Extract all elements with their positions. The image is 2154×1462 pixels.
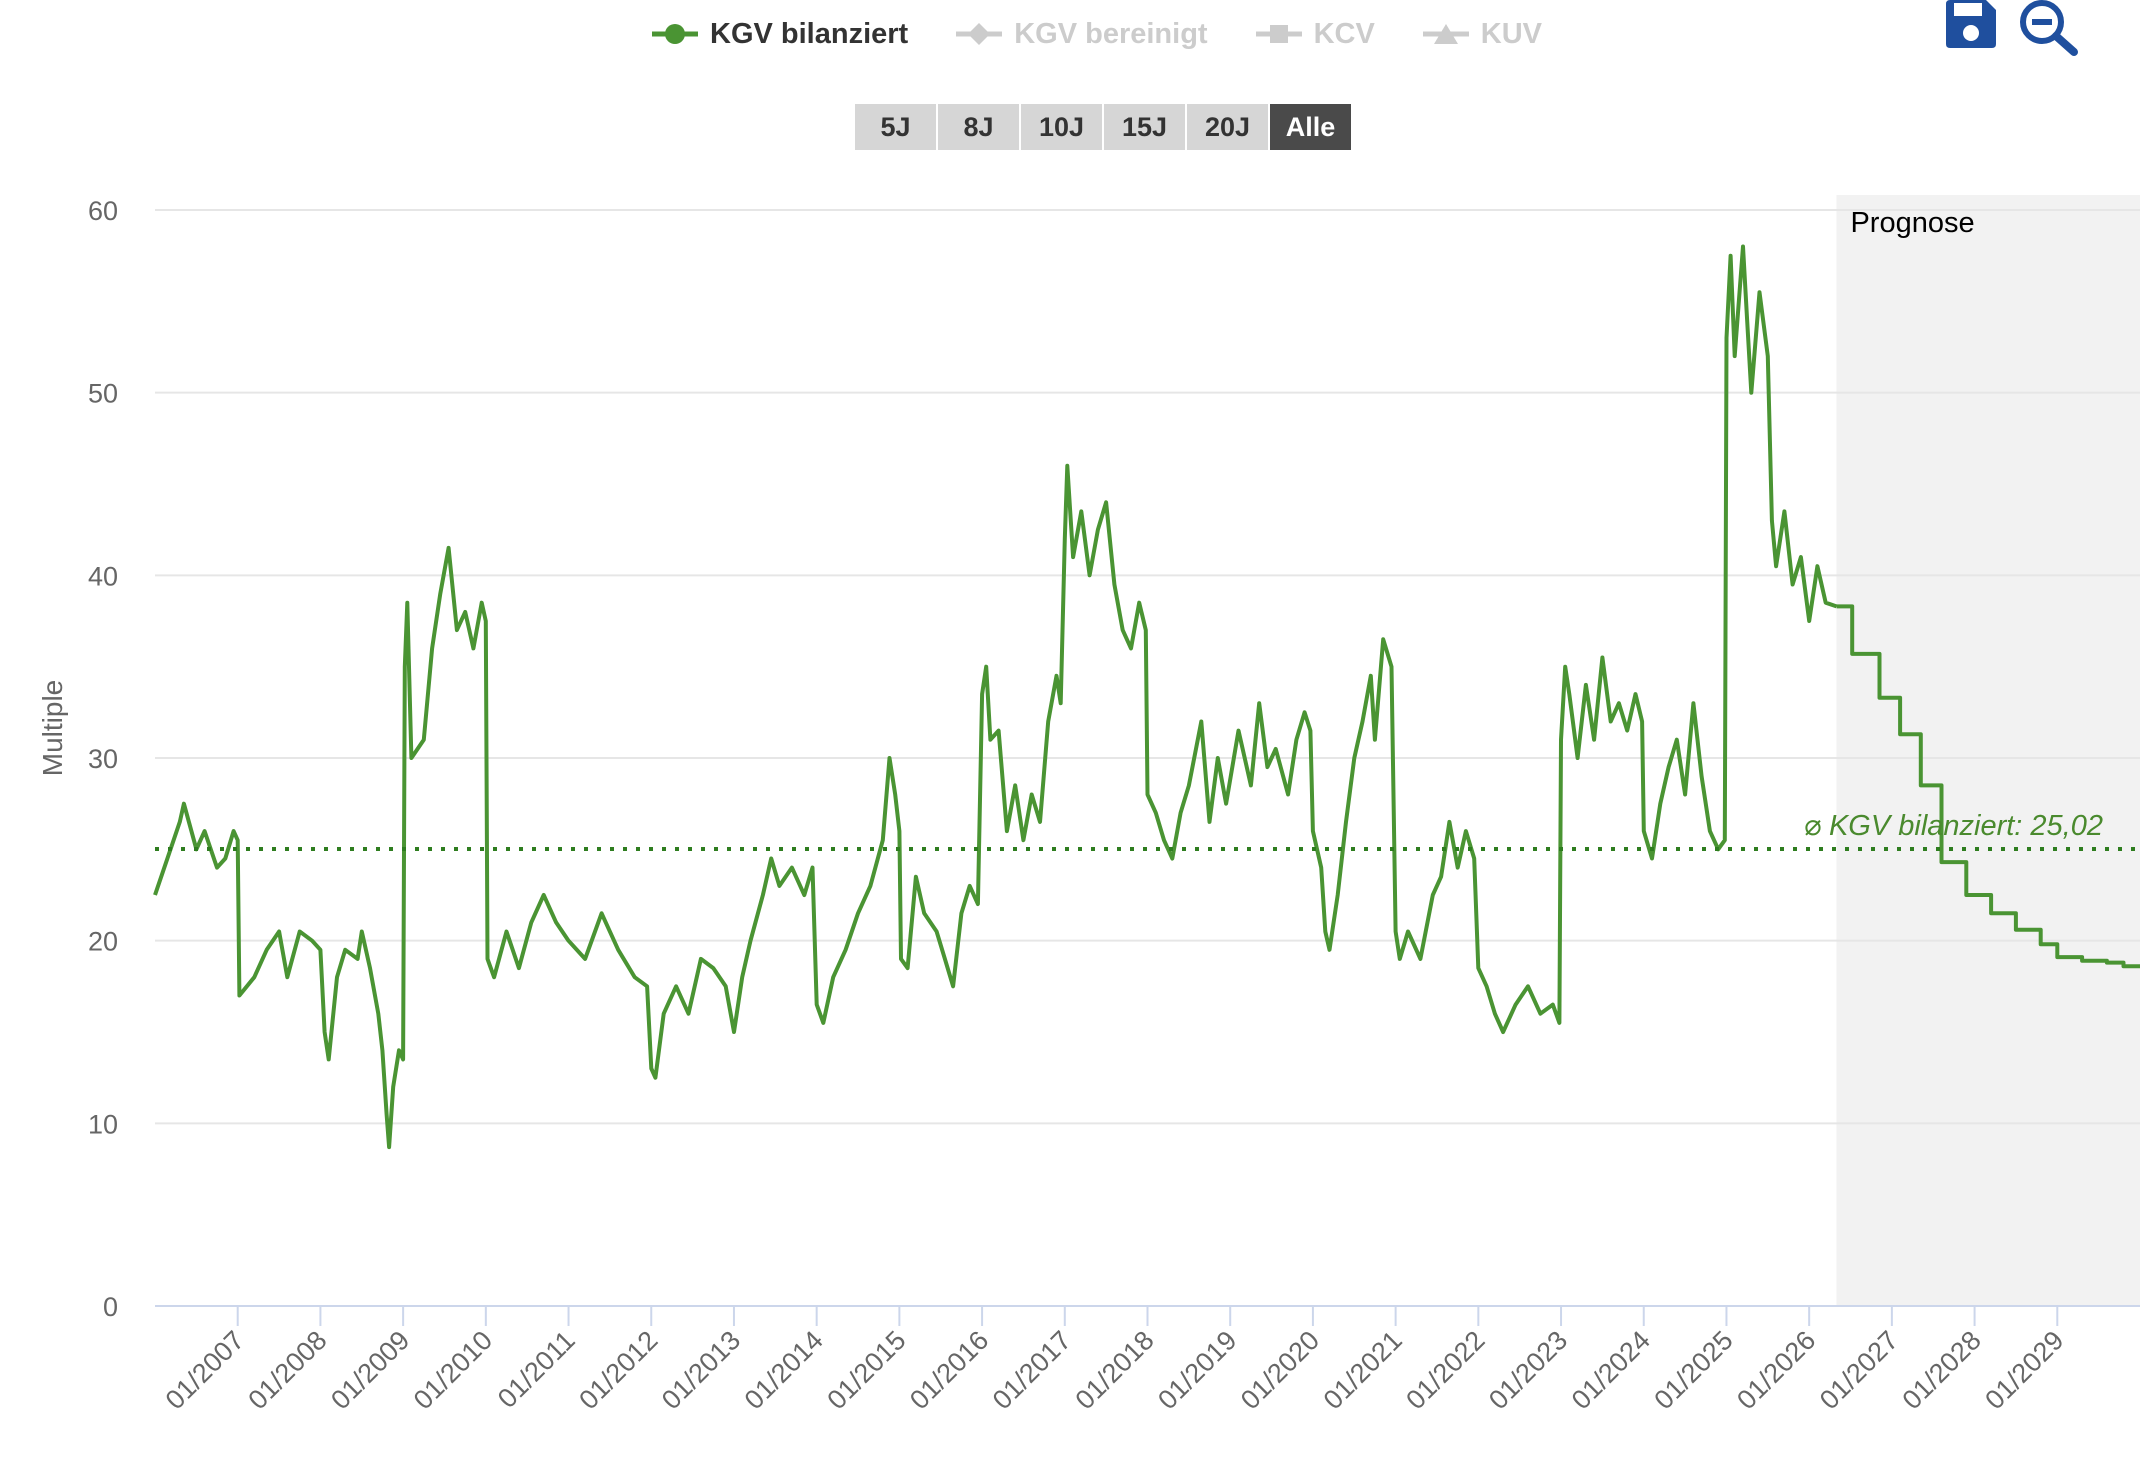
- x-tick-label: 01/2013: [656, 1325, 746, 1415]
- x-tick-label: 01/2017: [987, 1325, 1077, 1415]
- range-button-15j[interactable]: 15J: [1104, 104, 1185, 150]
- legend: KGV bilanziert KGV bereinigt KCV KUV: [650, 14, 1542, 54]
- x-tick-label: 01/2024: [1566, 1325, 1656, 1415]
- x-tick-label: 01/2020: [1235, 1325, 1325, 1415]
- y-axis-ticks: 0 10 20 30 40 50 60: [88, 196, 118, 1322]
- y-tick-label: 10: [88, 1109, 118, 1139]
- x-tick-label: 01/2012: [573, 1325, 663, 1415]
- x-tick-label: 01/2025: [1648, 1325, 1738, 1415]
- x-tick-label: 01/2022: [1400, 1325, 1490, 1415]
- x-axis-ticks: 01/200701/200801/200901/201001/201101/20…: [160, 1306, 2070, 1415]
- x-tick-label: 01/2018: [1070, 1325, 1160, 1415]
- x-tick-label: 01/2015: [821, 1325, 911, 1415]
- series-line-kgv-bilanziert: [153, 244, 1838, 1150]
- series-layer: [153, 244, 2140, 1150]
- x-tick-label: 01/2011: [492, 1325, 581, 1414]
- x-tick-label: 01/2014: [739, 1325, 829, 1415]
- range-button-10j[interactable]: 10J: [1021, 104, 1102, 150]
- x-tick-label: 01/2008: [242, 1325, 332, 1415]
- x-tick-label: 01/2019: [1152, 1325, 1242, 1415]
- diamond-line-icon: [956, 23, 1003, 45]
- legend-label: KCV: [1313, 17, 1375, 50]
- legend-item-kcv[interactable]: KCV: [1254, 18, 1375, 51]
- y-tick-label: 40: [88, 561, 118, 591]
- forecast-label: Prognose: [1850, 207, 1974, 239]
- range-selector: 5J 8J 10J 15J 20J Alle: [855, 104, 1351, 150]
- triangle-line-icon: [1422, 24, 1469, 44]
- series-line-prognose: [1836, 604, 2140, 969]
- x-tick-label: 01/2023: [1483, 1325, 1573, 1415]
- average-label: ⌀ KGV bilanziert: 25,02: [1803, 810, 2103, 842]
- zoom-out-icon[interactable]: [2016, 0, 2082, 56]
- y-axis-label: Multiple: [37, 680, 68, 776]
- x-tick-label: 01/2029: [1979, 1325, 2069, 1415]
- range-button-20j[interactable]: 20J: [1187, 104, 1268, 150]
- y-tick-label: 50: [88, 379, 118, 409]
- legend-label: KUV: [1480, 17, 1543, 50]
- x-tick-label: 01/2010: [408, 1325, 498, 1415]
- forecast-region: [1836, 195, 2140, 1306]
- x-tick-label: 01/2026: [1731, 1325, 1821, 1415]
- y-tick-label: 0: [103, 1292, 118, 1322]
- x-tick-label: 01/2016: [904, 1325, 994, 1415]
- y-tick-label: 60: [88, 196, 118, 226]
- legend-label: KGV bereinigt: [1014, 17, 1208, 50]
- legend-item-kuv[interactable]: KUV: [1421, 18, 1542, 51]
- legend-item-kgv-bilanziert[interactable]: KGV bilanziert: [650, 18, 908, 51]
- x-tick-label: 01/2021: [1318, 1325, 1408, 1415]
- y-tick-label: 20: [88, 927, 118, 957]
- range-button-8j[interactable]: 8J: [938, 104, 1019, 150]
- square-line-icon: [1255, 25, 1302, 43]
- x-tick-label: 01/2028: [1897, 1325, 1987, 1415]
- range-button-alle[interactable]: Alle: [1270, 104, 1351, 150]
- save-icon[interactable]: [1944, 0, 1998, 50]
- x-tick-label: 01/2009: [325, 1325, 415, 1415]
- circle-line-icon: [652, 24, 698, 44]
- legend-label: KGV bilanziert: [710, 17, 909, 50]
- x-tick-label: 01/2027: [1814, 1325, 1904, 1415]
- legend-item-kgv-bereinigt[interactable]: KGV bereinigt: [954, 17, 1208, 51]
- range-button-5j[interactable]: 5J: [855, 104, 936, 150]
- y-tick-label: 30: [88, 744, 118, 774]
- x-tick-label: 01/2007: [160, 1325, 250, 1415]
